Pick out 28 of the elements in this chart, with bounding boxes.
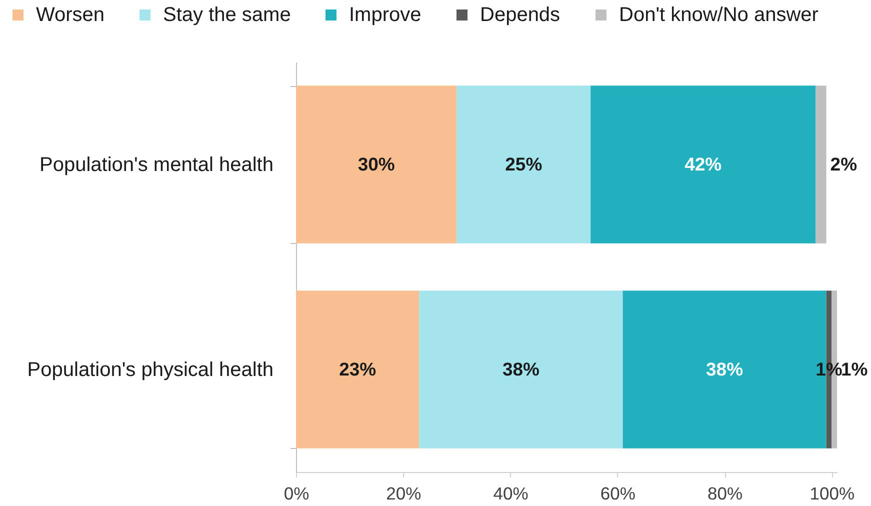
data-label: 38%	[706, 358, 744, 380]
data-label: 25%	[505, 154, 542, 174]
bar	[816, 86, 826, 244]
data-label: 42%	[684, 154, 722, 174]
legend-label: Stay the same	[163, 4, 291, 26]
data-label: 2%	[830, 154, 858, 174]
data-label: 23%	[339, 358, 376, 380]
data-label: 1%	[841, 358, 868, 380]
x-tick-label: 0%	[284, 484, 310, 504]
data-label: 1%	[816, 358, 842, 380]
x-tick-label: 80%	[708, 484, 743, 504]
data-label: 38%	[502, 358, 540, 380]
data-label: 30%	[358, 154, 395, 174]
x-tick-label: 60%	[600, 484, 636, 504]
legend-label: Don't know/No answer	[619, 4, 819, 26]
x-tick-label: 40%	[493, 484, 528, 504]
y-tick-label: Population's physical health	[27, 359, 274, 381]
y-tick-label: Population's mental health	[40, 154, 274, 176]
legend-label: Depends	[480, 4, 560, 26]
x-tick-label: 100%	[810, 484, 855, 504]
bar	[590, 86, 816, 244]
bar	[296, 290, 420, 448]
bar	[296, 86, 457, 244]
bar	[456, 86, 591, 244]
x-tick-label: 20%	[386, 484, 422, 504]
legend-label: Worsen	[36, 4, 105, 26]
bar	[419, 290, 623, 448]
legend-label: Improve	[349, 4, 422, 26]
